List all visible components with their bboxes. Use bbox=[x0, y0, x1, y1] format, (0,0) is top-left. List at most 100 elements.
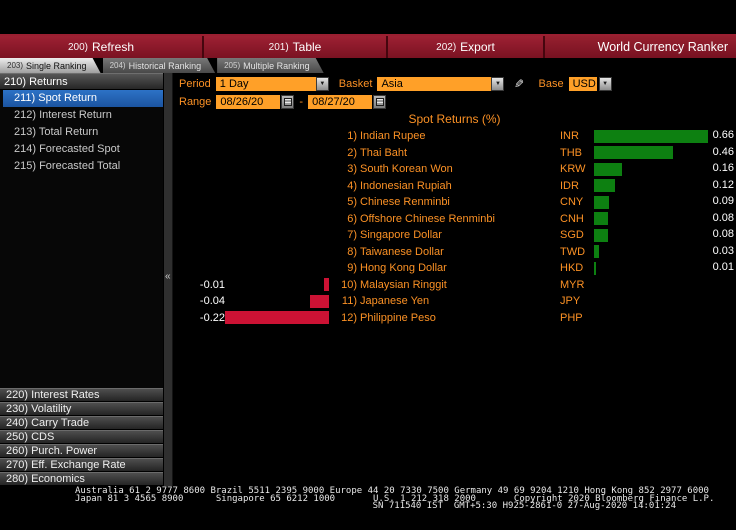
currency-name: Japanese Yen bbox=[360, 295, 430, 308]
collapse-sidebar-icon[interactable]: « bbox=[165, 271, 171, 282]
currency-name: South Korean Won bbox=[360, 163, 453, 176]
tab-prefix: 204) bbox=[109, 61, 126, 70]
sidebar-item-volatility[interactable]: 230) Volatility bbox=[0, 402, 163, 416]
toolbar-button-prefix: 202) bbox=[436, 41, 457, 53]
range-label: Range bbox=[179, 95, 212, 108]
toolbar-button-refresh[interactable]: 200) Refresh bbox=[0, 36, 204, 58]
period-label: Period bbox=[179, 77, 211, 90]
row-rank: 11) bbox=[341, 295, 357, 308]
negative-bar-zone bbox=[225, 146, 329, 159]
sidebar-item-forecasted-spot[interactable]: 214) Forecasted Spot bbox=[14, 143, 120, 155]
sidebar-item-interest-return[interactable]: 212) Interest Return bbox=[14, 109, 112, 121]
currency-code: HKD bbox=[560, 262, 584, 275]
spot-returns-chart: 1) Indian Rupee INR 0.66 2) Thai Baht THB 0.46 3… bbox=[173, 128, 736, 326]
bar-value-label: -0.01 bbox=[199, 278, 225, 291]
positive-bar-zone: 0.08 bbox=[594, 212, 736, 226]
chart-row-idr: 4) Indonesian Rupiah IDR 0.12 bbox=[173, 178, 736, 195]
basket-select[interactable]: Asia ▼ bbox=[377, 76, 505, 91]
chevron-down-icon[interactable]: ▼ bbox=[598, 76, 612, 91]
toolbar-button-prefix: 201) bbox=[268, 41, 289, 53]
row-rank: 12) bbox=[341, 311, 357, 324]
currency-code: INR bbox=[560, 130, 579, 143]
negative-bar-zone bbox=[225, 245, 329, 258]
controls-row-1: Period 1 Day ▼ Basket Asia ▼ ✎ Base USD … bbox=[173, 76, 736, 91]
range-end-value[interactable]: 08/27/20 bbox=[308, 94, 373, 109]
currency-name: Hong Kong Dollar bbox=[360, 262, 447, 275]
range-start-value[interactable]: 08/26/20 bbox=[216, 94, 281, 109]
sidebar-item-forecasted-total[interactable]: 215) Forecasted Total bbox=[14, 160, 121, 172]
bar-value-label: 0.09 bbox=[712, 195, 734, 208]
chart-row-inr: 1) Indian Rupee INR 0.66 bbox=[173, 128, 736, 145]
positive-bar-zone bbox=[594, 311, 736, 325]
bar-value-label: 0.16 bbox=[712, 162, 734, 175]
status-line-2: Japan 81 3 4565 8900 Singapore 65 6212 1… bbox=[75, 493, 715, 504]
sidebar-item-total-return[interactable]: 213) Total Return bbox=[14, 126, 99, 138]
chart-row-krw: 3) South Korean Won KRW 0.16 bbox=[173, 161, 736, 178]
tab-label: Historical Ranking bbox=[128, 60, 202, 71]
positive-bar-zone: 0.16 bbox=[594, 162, 736, 176]
currency-name: Chinese Renminbi bbox=[360, 196, 450, 209]
tab-historical-ranking[interactable]: 204) Historical Ranking bbox=[103, 58, 216, 73]
range-start-input[interactable]: 08/26/20 bbox=[216, 94, 295, 109]
period-value[interactable]: 1 Day bbox=[215, 76, 316, 91]
currency-name: Philippine Peso bbox=[360, 311, 436, 324]
positive-bar-zone bbox=[594, 294, 736, 308]
negative-bar-zone bbox=[225, 262, 329, 275]
sidebar-item-cds[interactable]: 250) CDS bbox=[0, 430, 163, 444]
negative-bar bbox=[324, 278, 329, 292]
sidebar-item-economics[interactable]: 280) Economics bbox=[0, 472, 163, 486]
toolbar-button-export[interactable]: 202) Export bbox=[388, 36, 545, 58]
sidebar-item-interest-rates[interactable]: 220) Interest Rates bbox=[0, 388, 163, 402]
bar-value-label: -0.22 bbox=[199, 311, 225, 324]
app-title: World Currency Ranker bbox=[545, 36, 736, 58]
chart-row-myr: -0.01 10) Malaysian Ringgit MYR bbox=[173, 277, 736, 294]
range-end-input[interactable]: 08/27/20 bbox=[308, 94, 387, 109]
toolbar-button-table[interactable]: 201) Table bbox=[204, 36, 388, 58]
chevron-down-icon[interactable]: ▼ bbox=[491, 76, 505, 91]
chart-row-thb: 2) Thai Baht THB 0.46 bbox=[173, 145, 736, 162]
period-select[interactable]: 1 Day ▼ bbox=[215, 76, 329, 91]
currency-code: CNY bbox=[560, 196, 584, 209]
status-line-1: Australia 61 2 9777 8600 Brazil 5511 239… bbox=[75, 486, 709, 496]
currency-code: KRW bbox=[560, 163, 586, 176]
positive-bar bbox=[594, 129, 708, 143]
bar-value-label: 0.12 bbox=[712, 178, 734, 191]
chart-row-hkd: 9) Hong Kong Dollar HKD 0.01 bbox=[173, 260, 736, 277]
sidebar-separator[interactable]: « bbox=[163, 73, 173, 486]
positive-bar-zone: 0.01 bbox=[594, 261, 736, 275]
app-title-text: World Currency Ranker bbox=[597, 40, 728, 54]
chart-title: Spot Returns (%) bbox=[408, 112, 501, 126]
pencil-icon[interactable]: ✎ bbox=[514, 76, 525, 91]
positive-bar-zone: 0.46 bbox=[594, 146, 736, 160]
row-rank: 4) bbox=[347, 179, 357, 192]
calendar-icon[interactable] bbox=[281, 94, 295, 109]
chevron-down-icon[interactable]: ▼ bbox=[315, 76, 329, 91]
sidebar-header-returns[interactable]: 210) Returns bbox=[0, 73, 163, 90]
base-label: Base bbox=[538, 77, 564, 90]
calendar-icon[interactable] bbox=[373, 94, 387, 109]
currency-name: Malaysian Ringgit bbox=[360, 278, 447, 291]
positive-bar bbox=[594, 261, 596, 275]
negative-bar-zone bbox=[225, 212, 329, 225]
bar-value-label: -0.04 bbox=[199, 295, 225, 308]
sidebar-item-spot-return[interactable]: 211) Spot Return bbox=[3, 90, 163, 107]
tab-single-ranking[interactable]: 203) Single Ranking bbox=[0, 58, 101, 73]
currency-code: IDR bbox=[560, 179, 579, 192]
toolbar-button-prefix: 200) bbox=[67, 41, 88, 53]
main-region: 210) Returns 211) Spot Return 212) Intere… bbox=[0, 73, 736, 486]
toolbar: 200) Refresh 201) Table 202) Export World Cur… bbox=[0, 34, 736, 58]
positive-bar bbox=[594, 245, 599, 259]
sidebar-item-eff-exchange-rate[interactable]: 270) Eff. Exchange Rate bbox=[0, 458, 163, 472]
chart-row-twd: 8) Taiwanese Dollar TWD 0.03 bbox=[173, 244, 736, 261]
basket-value[interactable]: Asia bbox=[377, 76, 492, 91]
sidebar: 210) Returns 211) Spot Return 212) Intere… bbox=[0, 73, 163, 486]
currency-code: PHP bbox=[560, 311, 583, 324]
sidebar-item-carry-trade[interactable]: 240) Carry Trade bbox=[0, 416, 163, 430]
sidebar-item-purch-power[interactable]: 260) Purch. Power bbox=[0, 444, 163, 458]
base-select[interactable]: USD bbox=[568, 76, 597, 91]
tab-multiple-ranking[interactable]: 205) Multiple Ranking bbox=[217, 58, 324, 73]
currency-name: Thai Baht bbox=[360, 146, 408, 159]
status-line-3: SN 711540 IST GMT+5:30 H925-2861-0 27-Au… bbox=[372, 501, 676, 511]
negative-bar-zone bbox=[225, 229, 329, 242]
